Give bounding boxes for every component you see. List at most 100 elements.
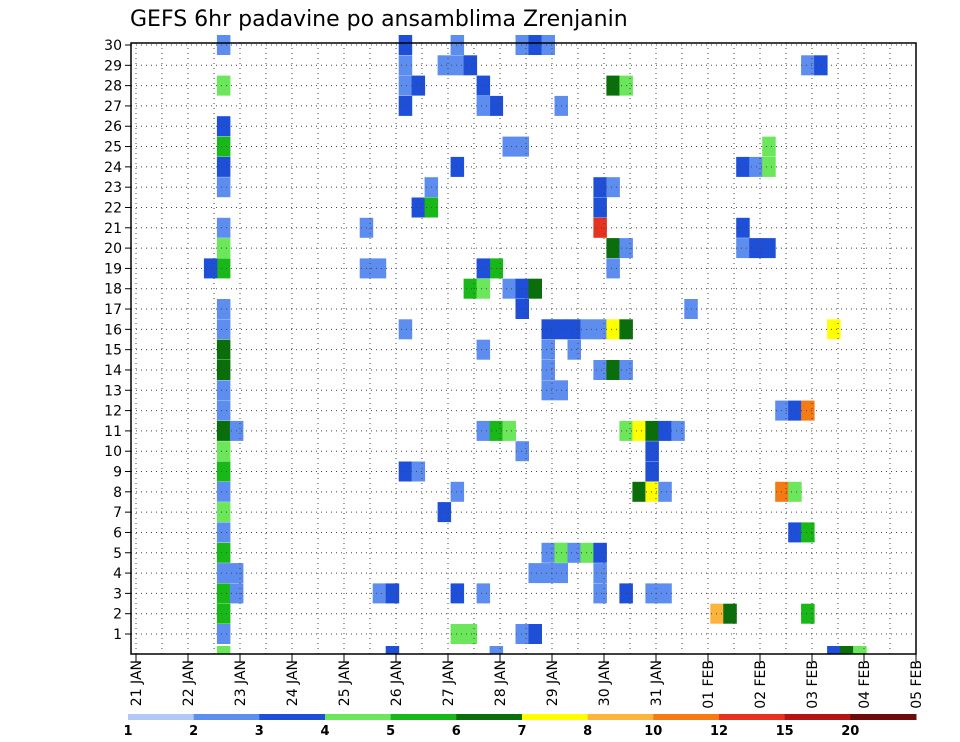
x-tick-label: 03 FEB <box>805 660 821 709</box>
colorbar-label: 2 <box>189 724 198 739</box>
precip-cell <box>216 624 231 644</box>
precip-cell <box>216 299 231 319</box>
precip-cell <box>528 624 542 644</box>
y-tick-label: 25 <box>104 140 122 156</box>
y-tick-label: 6 <box>113 525 122 541</box>
precip-cell <box>463 278 478 299</box>
precip-cell <box>216 339 231 360</box>
precip-cell <box>710 603 724 624</box>
precip-cell <box>541 542 555 563</box>
precip-cell <box>476 75 491 96</box>
precip-cell <box>762 136 776 157</box>
precip-cell <box>606 258 620 279</box>
precip-cell <box>398 461 413 482</box>
precip-cell <box>385 583 400 604</box>
y-tick-label: 2 <box>113 607 122 623</box>
precip-cell <box>216 360 231 380</box>
y-tick-label: 21 <box>104 221 122 237</box>
precip-cell <box>736 238 750 259</box>
precip-cell <box>398 319 413 340</box>
precip-cell <box>216 217 231 238</box>
x-tick-label: 05 FEB <box>909 660 925 709</box>
precip-cell <box>749 238 763 259</box>
y-tick-label: 28 <box>104 79 122 95</box>
precip-cell <box>450 35 465 55</box>
colorbar-label: 7 <box>517 724 526 739</box>
precip-cell <box>788 522 802 543</box>
precip-cell <box>216 400 231 421</box>
y-tick-label: 30 <box>104 38 122 54</box>
precip-cell <box>398 35 413 55</box>
y-tick-label: 11 <box>104 424 122 440</box>
y-tick-label: 13 <box>104 383 122 399</box>
precip-cell <box>411 75 426 96</box>
precip-cell <box>671 420 685 441</box>
precip-cell <box>476 339 491 360</box>
y-tick-label: 14 <box>104 363 122 379</box>
y-tick-label: 4 <box>113 566 122 582</box>
precip-cell <box>216 646 231 654</box>
y-tick-label: 20 <box>104 241 122 257</box>
precip-cell <box>567 319 581 340</box>
precip-cell <box>788 400 802 421</box>
precip-cell <box>216 583 231 604</box>
precip-cell <box>216 563 231 584</box>
y-tick-label: 27 <box>104 99 122 115</box>
precip-cell <box>801 603 815 624</box>
precip-cell <box>541 319 555 340</box>
x-tick-label: 30 JAN <box>597 660 613 706</box>
y-tick-label: 19 <box>104 261 122 277</box>
precip-cell <box>801 400 815 421</box>
precip-cell <box>762 238 776 259</box>
precip-cell <box>567 339 581 360</box>
precip-cell <box>645 461 659 482</box>
x-tick-label: 31 JAN <box>649 660 665 706</box>
precip-cell <box>632 481 646 502</box>
precip-cell <box>216 116 231 137</box>
precip-cell <box>476 278 491 299</box>
colorbar-label: 1 <box>123 724 132 739</box>
precip-cell <box>541 360 555 380</box>
x-tick-label: 25 JAN <box>337 660 353 706</box>
colorbar-swatch <box>850 714 917 720</box>
precip-cell <box>411 197 426 218</box>
gridlines <box>131 43 917 654</box>
precip-cell <box>463 55 478 76</box>
precip-cell <box>528 278 542 299</box>
y-tick-label: 10 <box>104 444 122 460</box>
colorbar-swatch <box>259 714 326 720</box>
precip-cell <box>658 481 672 502</box>
precip-cell <box>645 420 659 441</box>
plot-frame <box>130 42 917 655</box>
precip-cell <box>437 55 452 76</box>
y-tick-label: 16 <box>104 322 122 338</box>
colorbar-label: 12 <box>710 724 728 739</box>
y-tick-label: 12 <box>104 404 122 420</box>
y-tick-label: 7 <box>113 505 122 521</box>
precip-cell <box>463 624 478 644</box>
precip-cell <box>450 55 465 76</box>
x-tick-label: 22 JAN <box>181 660 197 706</box>
precip-cell <box>580 319 594 340</box>
precip-cell <box>541 339 555 360</box>
precip-cell <box>502 420 516 441</box>
precip-cell <box>606 238 620 259</box>
precip-cell <box>801 55 815 76</box>
colorbar-label: 15 <box>776 724 794 739</box>
y-tick-label: 17 <box>104 302 122 318</box>
precip-cell <box>658 583 672 604</box>
y-tick-label: 8 <box>113 485 122 501</box>
x-tick-label: 24 JAN <box>285 660 301 706</box>
precip-cell <box>372 583 387 604</box>
precip-cell <box>216 380 231 401</box>
colorbar-swatch <box>390 714 457 720</box>
precip-cell <box>216 441 231 462</box>
precip-cell <box>567 542 581 563</box>
precip-cell <box>515 136 529 157</box>
precip-cell <box>736 217 750 238</box>
precip-cell <box>645 441 659 462</box>
precip-cell <box>606 319 620 340</box>
x-tick-label: 29 JAN <box>545 660 561 706</box>
x-tick-label: 21 JAN <box>129 660 145 706</box>
colorbar-swatch <box>784 714 851 720</box>
